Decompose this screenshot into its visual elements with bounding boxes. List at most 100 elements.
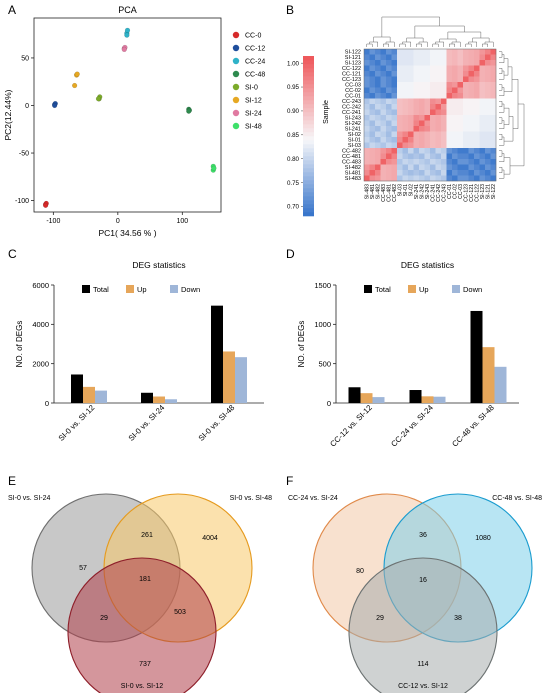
row-label: SI-03 — [348, 143, 361, 149]
heatmap-cell — [413, 175, 420, 182]
legend-label-si-48: SI-48 — [245, 124, 262, 131]
heatmap-cell — [479, 175, 486, 182]
row-label: CC-123 — [342, 77, 361, 83]
heatmap-cell — [419, 131, 425, 138]
heatmap-cell — [369, 49, 376, 55]
heatmap-cell — [463, 159, 469, 165]
deg-bar-chart-cc: DEG statistics 0 500 1000 1500 NO. of DEGs CC-… — [297, 260, 519, 449]
bar-down-si-0-vs-si-12 — [95, 390, 107, 403]
heatmap-cell — [490, 170, 497, 176]
heatmap-cell — [413, 164, 420, 171]
heatmap-cell — [446, 65, 453, 72]
side-dendrogram-branch — [499, 103, 505, 113]
column-label: SI-241 — [414, 184, 420, 199]
heatmap-cell — [430, 159, 436, 165]
heatmap-cell — [485, 71, 491, 77]
heatmap-cell — [457, 54, 464, 61]
colorbar-segment — [303, 156, 314, 161]
heatmap-cell — [485, 126, 491, 132]
heatmap-cell — [474, 98, 480, 105]
heatmap-cell — [402, 159, 409, 165]
heatmap-cell — [479, 142, 486, 149]
heatmap-cell — [441, 104, 447, 110]
column-label: CC-122 — [474, 184, 480, 202]
heatmap-cell — [441, 159, 447, 165]
colorbar-segment — [303, 204, 314, 209]
venn-region-count: 261 — [141, 532, 153, 539]
heatmap-cell — [386, 49, 392, 55]
heatmap-cell — [474, 148, 480, 154]
heatmap-cell — [408, 131, 414, 138]
heatmap-cell — [369, 93, 376, 99]
heatmap-cell — [468, 159, 475, 165]
x-tick-label: 0 — [116, 218, 120, 225]
heatmap-cell — [485, 120, 491, 127]
heatmap-cell — [441, 126, 447, 132]
heatmap-cell — [441, 153, 447, 160]
heatmap-cell — [468, 54, 475, 61]
top-dendrogram-branch — [373, 36, 391, 42]
y-tick-label: 4000 — [32, 320, 49, 329]
heatmap-cell — [391, 109, 398, 116]
heatmap-cell — [419, 49, 425, 55]
heatmap-cell — [419, 65, 425, 72]
heatmap-cell — [375, 148, 381, 154]
colorbar-segment — [303, 116, 314, 121]
heatmap-cell — [386, 87, 392, 94]
heatmap-cell — [485, 54, 491, 61]
heatmap-cell — [413, 120, 420, 127]
heatmap-cell — [369, 131, 376, 138]
heatmap-cell — [457, 115, 464, 121]
heatmap-cell — [424, 175, 431, 182]
heatmap-cell — [380, 82, 387, 88]
legend-marker-si-12 — [232, 96, 240, 104]
heatmap-cell — [402, 170, 409, 176]
heatmap-cell — [386, 131, 392, 138]
heatmap-cell — [369, 153, 376, 160]
heatmap-cell — [397, 120, 403, 127]
venn-region-count: 57 — [79, 565, 87, 572]
heatmap-cell — [413, 126, 420, 132]
heatmap-cell — [463, 60, 469, 66]
legend-marker-cc-12 — [232, 44, 240, 52]
heatmap-cell — [369, 126, 376, 132]
heatmap-cell — [457, 76, 464, 83]
bar-up-si-0-vs-si-12 — [83, 386, 95, 403]
heatmap-cell — [364, 159, 370, 165]
heatmap-cell — [441, 120, 447, 127]
column-label: SI-01 — [403, 184, 409, 197]
top-dendrogram-branch — [468, 41, 477, 47]
heatmap-cell — [380, 175, 387, 182]
heatmap-cell — [364, 175, 370, 182]
colorbar-segment — [303, 152, 314, 157]
pca-point-si-12 — [74, 71, 80, 77]
heatmap-cell — [386, 142, 392, 149]
pca-point-cc-48 — [186, 108, 192, 114]
heatmap-cell — [441, 98, 447, 105]
colorbar-segment — [303, 72, 314, 77]
heatmap-cell — [397, 87, 403, 94]
top-dendrogram-branch — [439, 38, 457, 42]
colorbar-segment — [303, 128, 314, 133]
heatmap-cell — [419, 120, 425, 127]
heatmap-cell — [375, 175, 381, 182]
heatmap-cell — [402, 115, 409, 121]
heatmap-cell — [435, 131, 442, 138]
heatmap-cell — [413, 60, 420, 66]
heatmap-cell — [364, 131, 370, 138]
heatmap-cell — [402, 137, 409, 143]
heatmap-cell — [413, 142, 420, 149]
heatmap-cell — [397, 82, 403, 88]
colorbar-segment — [303, 144, 314, 149]
colorbar-segment — [303, 184, 314, 189]
colorbar-segment — [303, 160, 314, 165]
row-label: CC-241 — [342, 110, 361, 116]
heatmap-cell — [468, 153, 475, 160]
heatmap-cell — [413, 76, 420, 83]
venn-set-si-0-vs-si-12 — [67, 557, 217, 693]
heatmap-cell — [457, 98, 464, 105]
heatmap-cell — [446, 60, 453, 66]
heatmap-cell — [424, 137, 431, 143]
heatmap-cell — [441, 109, 447, 116]
heatmap-cell — [457, 120, 464, 127]
